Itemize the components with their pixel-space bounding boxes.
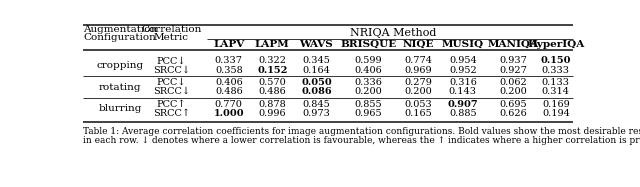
Text: BRISQUE: BRISQUE — [340, 40, 396, 49]
Text: 0.337: 0.337 — [215, 56, 243, 65]
Text: LAPV: LAPV — [213, 40, 244, 49]
Text: 1.000: 1.000 — [214, 109, 244, 118]
Text: 0.150: 0.150 — [541, 56, 571, 65]
Text: 0.878: 0.878 — [259, 99, 286, 109]
Text: in each row. ↓ denotes where a lower correlation is favourable, whereas the ↑ in: in each row. ↓ denotes where a lower cor… — [83, 136, 640, 145]
Text: Configuration: Configuration — [84, 33, 157, 42]
Text: rotating: rotating — [99, 83, 141, 92]
Text: 0.570: 0.570 — [259, 78, 286, 87]
Text: 0.695: 0.695 — [499, 99, 527, 109]
Text: SRCC↓: SRCC↓ — [153, 87, 190, 96]
Text: 0.133: 0.133 — [542, 78, 570, 87]
Text: 0.845: 0.845 — [303, 99, 330, 109]
Text: 0.626: 0.626 — [499, 109, 527, 118]
Text: 0.316: 0.316 — [449, 78, 477, 87]
Text: 0.927: 0.927 — [499, 66, 527, 75]
Text: LAPM: LAPM — [255, 40, 289, 49]
Text: WAVS: WAVS — [300, 40, 333, 49]
Text: MUSIQ: MUSIQ — [442, 40, 484, 49]
Text: 0.345: 0.345 — [303, 56, 330, 65]
Text: PCC↑: PCC↑ — [157, 99, 186, 109]
Text: 0.053: 0.053 — [404, 99, 432, 109]
Text: 0.164: 0.164 — [303, 66, 330, 75]
Text: 0.050: 0.050 — [301, 78, 332, 87]
Text: 0.774: 0.774 — [404, 56, 432, 65]
Text: 0.200: 0.200 — [404, 87, 432, 96]
Text: 0.165: 0.165 — [404, 109, 432, 118]
Text: 0.143: 0.143 — [449, 87, 477, 96]
Text: Correlation: Correlation — [141, 25, 202, 34]
Text: cropping: cropping — [97, 61, 144, 70]
Text: 0.333: 0.333 — [542, 66, 570, 75]
Text: 0.965: 0.965 — [355, 109, 382, 118]
Text: Table 1: Average correlation coefficients for image augmentation configurations.: Table 1: Average correlation coefficient… — [83, 127, 640, 136]
Text: 0.770: 0.770 — [215, 99, 243, 109]
Text: Augmentation: Augmentation — [83, 25, 157, 34]
Text: 0.322: 0.322 — [258, 56, 286, 65]
Text: SRCC↑: SRCC↑ — [153, 109, 190, 118]
Text: blurring: blurring — [99, 104, 142, 113]
Text: 0.855: 0.855 — [355, 99, 382, 109]
Text: NRIQA Method: NRIQA Method — [350, 28, 436, 38]
Text: 0.279: 0.279 — [404, 78, 432, 87]
Text: 0.996: 0.996 — [259, 109, 286, 118]
Text: 0.062: 0.062 — [499, 78, 527, 87]
Text: 0.969: 0.969 — [404, 66, 432, 75]
Text: 0.336: 0.336 — [355, 78, 382, 87]
Text: 0.086: 0.086 — [301, 87, 332, 96]
Text: 0.314: 0.314 — [542, 87, 570, 96]
Text: MANIQA: MANIQA — [488, 40, 539, 49]
Text: 0.907: 0.907 — [447, 99, 478, 109]
Text: 0.200: 0.200 — [499, 87, 527, 96]
Text: 0.973: 0.973 — [303, 109, 330, 118]
Text: HyperIQA: HyperIQA — [527, 40, 584, 49]
Text: 0.954: 0.954 — [449, 56, 477, 65]
Text: 0.169: 0.169 — [542, 99, 570, 109]
Text: 0.406: 0.406 — [355, 66, 382, 75]
Text: 0.885: 0.885 — [449, 109, 477, 118]
Text: SRCC↓: SRCC↓ — [153, 66, 190, 75]
Text: 0.152: 0.152 — [257, 66, 287, 75]
Text: PCC↓: PCC↓ — [157, 78, 186, 87]
Text: 0.486: 0.486 — [259, 87, 286, 96]
Text: 0.200: 0.200 — [355, 87, 382, 96]
Text: NIQE: NIQE — [402, 40, 434, 49]
Text: 0.194: 0.194 — [542, 109, 570, 118]
Text: 0.599: 0.599 — [355, 56, 382, 65]
Text: PCC↓: PCC↓ — [157, 56, 186, 65]
Text: 0.937: 0.937 — [499, 56, 527, 65]
Text: 0.952: 0.952 — [449, 66, 477, 75]
Text: 0.358: 0.358 — [215, 66, 243, 75]
Text: 0.486: 0.486 — [215, 87, 243, 96]
Text: 0.406: 0.406 — [215, 78, 243, 87]
Text: Metric: Metric — [154, 33, 189, 42]
